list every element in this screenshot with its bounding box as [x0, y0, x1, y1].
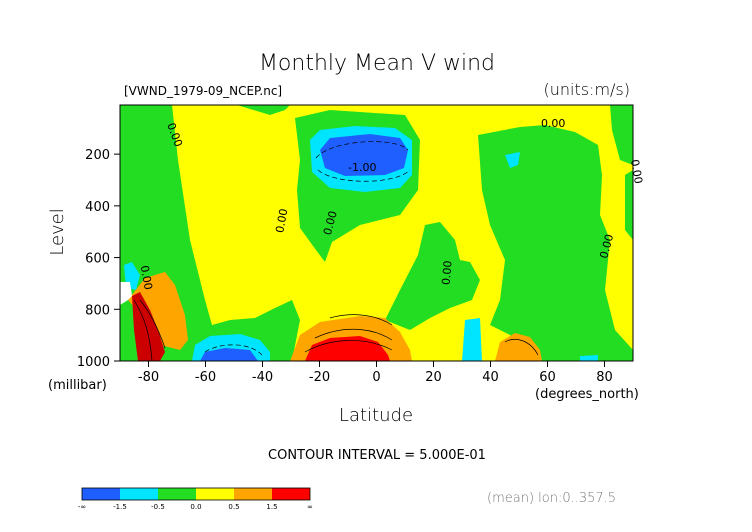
y-tick-label: 1000 [77, 355, 110, 370]
y-tick-label: 800 [85, 303, 110, 318]
contour-fill [120, 105, 633, 361]
colorbar-label: -1.5 [113, 503, 127, 511]
region-high-lat-green [237, 105, 290, 115]
colorbar-swatch [82, 488, 120, 500]
colorbar-label: ∞ [307, 503, 313, 511]
colorbar-swatch [158, 488, 196, 500]
region-edge-green [625, 170, 633, 240]
contour-label: -1.00 [348, 161, 376, 174]
x-tick-label: -80 [138, 370, 159, 385]
region-east-green [610, 105, 633, 165]
chart-title: Monthly Mean V wind [259, 51, 495, 76]
contour-line [139, 299, 166, 349]
y-tick-label: 200 [85, 148, 110, 163]
x-axis-units: (degrees_north) [535, 387, 639, 402]
x-axis-title: Latitude [339, 405, 413, 426]
x-tick-label: -20 [309, 370, 330, 385]
contour-label: 0.00 [440, 260, 455, 286]
contour-line [329, 314, 393, 326]
file-label: [VWND_1979-09_NCEP.nc] [124, 84, 282, 98]
units-label: (units:m/s) [543, 80, 630, 99]
region-north-green [478, 125, 633, 361]
contour-labels: 0.00 0.00-1.000.00 0.000.000.000.000.00 [138, 117, 645, 291]
region-west-red [132, 292, 165, 361]
region-upper-blue [320, 134, 408, 176]
contour-line [314, 328, 393, 341]
contour-label: 0.00 [628, 158, 645, 184]
colorbar-label: 1.5 [266, 503, 277, 511]
contour-line [315, 141, 409, 159]
colorbar-label: -0.5 [151, 503, 165, 511]
region-cyan-far [580, 355, 598, 361]
x-tick-label: 80 [596, 370, 613, 385]
colorbar-swatch [272, 488, 310, 500]
contour-label: 0.00 [597, 233, 616, 260]
y-axis: 200 400 600 800 1000 [77, 148, 120, 370]
y-tick-label: 400 [85, 200, 110, 215]
colorbar-frame [81, 487, 311, 501]
colorbar-label: -∞ [78, 503, 86, 511]
region-mid-green [385, 222, 480, 330]
contour-label: 0.00 [321, 210, 340, 237]
x-tick-label: 20 [425, 370, 442, 385]
average-note: (mean) lon:0..357.5 [487, 491, 616, 506]
contour-line [504, 339, 539, 356]
colorbar-label: 0.5 [228, 503, 239, 511]
y-axis-units: (millibar) [48, 378, 107, 393]
contour-line [304, 340, 393, 353]
colorbar-swatch [234, 488, 272, 500]
contour-label: 0.00 [138, 264, 155, 290]
colorbar-swatch [196, 488, 234, 500]
x-tick-label: -60 [195, 370, 216, 385]
y-axis-title: Level [47, 208, 68, 256]
x-axis: -80 -60 -40 -20 0 20 40 60 80 [138, 361, 613, 385]
contour-interval: CONTOUR INTERVAL = 5.000E-01 [268, 448, 486, 463]
colorbar: -∞ -1.5 -0.5 0.0 0.5 1.5 ∞ [78, 487, 313, 511]
contour-line [317, 169, 411, 182]
contour-lines [133, 141, 539, 361]
region-south-low-blue [200, 348, 258, 361]
colorbar-label: 0.0 [190, 503, 201, 511]
contour-label: 0.00 [273, 208, 290, 234]
y-tick-label: 600 [85, 252, 110, 267]
x-tick-label: 60 [539, 370, 556, 385]
region-cyan-patch [505, 152, 520, 168]
region-west-orange [128, 272, 188, 350]
contour-line [133, 299, 153, 361]
region-cyan-east [462, 318, 482, 361]
x-tick-label: -40 [252, 370, 273, 385]
x-tick-label: 0 [372, 370, 380, 385]
region-missing [120, 282, 132, 305]
x-tick-label: 40 [482, 370, 499, 385]
colorbar-swatch [120, 488, 158, 500]
contour-label: 0.00 [541, 117, 566, 130]
region-north-orange [495, 333, 542, 361]
